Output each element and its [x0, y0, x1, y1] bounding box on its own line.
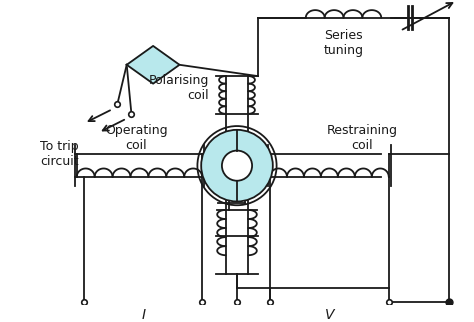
Circle shape [201, 130, 273, 202]
Text: V: V [325, 308, 334, 322]
Text: Operating
coil: Operating coil [105, 124, 167, 152]
Polygon shape [127, 46, 180, 84]
Text: Series
tuning: Series tuning [324, 29, 364, 57]
Text: Polarising
coil: Polarising coil [148, 74, 209, 102]
Text: To trip
circuit: To trip circuit [40, 140, 79, 168]
Text: Restraining
coil: Restraining coil [327, 124, 398, 152]
Text: I: I [141, 308, 145, 322]
Circle shape [222, 151, 252, 181]
